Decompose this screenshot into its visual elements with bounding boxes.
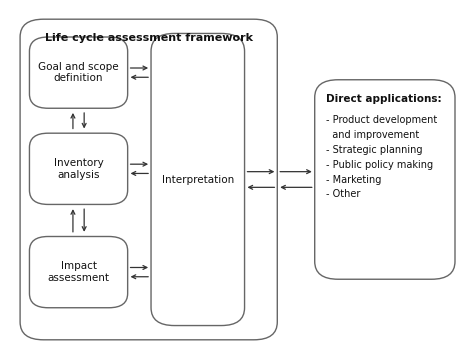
Text: Life cycle assessment framework: Life cycle assessment framework [45,33,253,43]
FancyBboxPatch shape [29,237,128,308]
Text: Impact
assessment: Impact assessment [47,261,109,283]
Text: Inventory
analysis: Inventory analysis [54,158,103,180]
Text: - Product development
  and improvement
- Strategic planning
- Public policy mak: - Product development and improvement - … [327,115,438,199]
Text: Interpretation: Interpretation [162,174,234,185]
Text: Goal and scope
definition: Goal and scope definition [38,62,119,83]
FancyBboxPatch shape [20,19,277,340]
FancyBboxPatch shape [29,37,128,108]
FancyBboxPatch shape [151,33,245,326]
Text: Direct applications:: Direct applications: [327,94,442,104]
FancyBboxPatch shape [29,133,128,204]
FancyBboxPatch shape [315,80,455,279]
